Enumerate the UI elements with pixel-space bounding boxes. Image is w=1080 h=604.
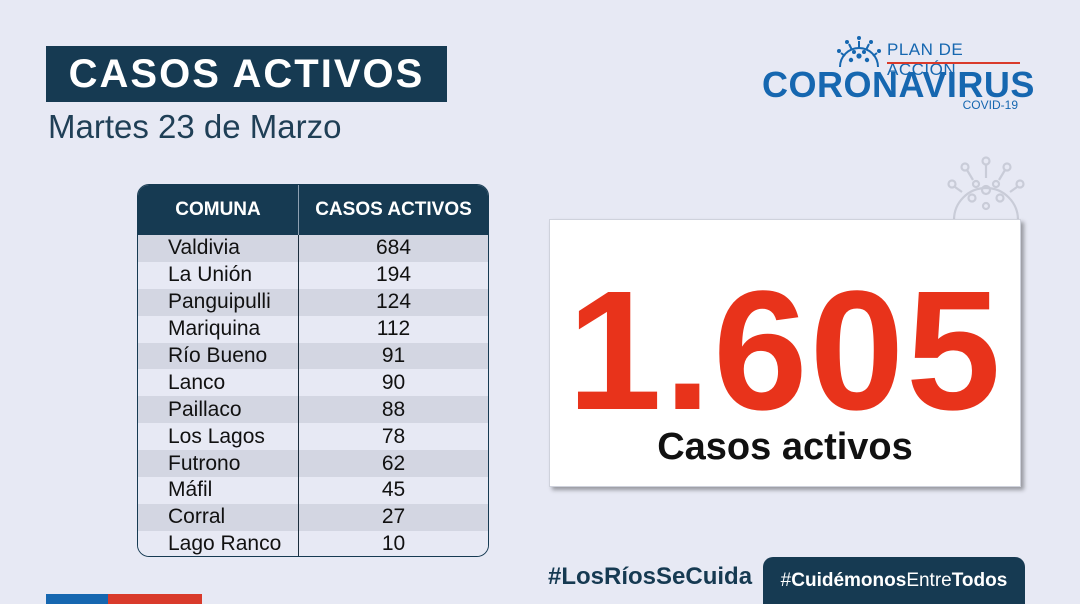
virus-icon xyxy=(837,36,881,68)
comuna-cell: Lago Ranco xyxy=(138,530,299,556)
table-row: Máfil 45 xyxy=(138,477,488,504)
table-row: Mariquina 112 xyxy=(138,315,488,343)
table-row: Los Lagos 78 xyxy=(138,423,488,451)
cases-table: COMUNA CASOS ACTIVOS Valdivia 684 La Unió… xyxy=(137,184,489,557)
total-label: Casos activos xyxy=(657,426,913,468)
comuna-cell: Futrono xyxy=(138,450,299,478)
decorative-virus-icon xyxy=(947,156,1025,220)
table-row: Futrono 62 xyxy=(138,450,488,478)
comuna-cell: Los Lagos xyxy=(138,423,299,451)
table-row: Lanco 90 xyxy=(138,369,488,397)
hashtag-los-rios: #LosRíosSeCuida xyxy=(548,563,753,590)
table-header: COMUNA CASOS ACTIVOS xyxy=(138,185,488,235)
casos-cell: 45 xyxy=(381,478,406,502)
table-body: Valdivia 684 La Unión 194 Panguipulli 124 M… xyxy=(138,235,488,556)
header-casos: CASOS ACTIVOS xyxy=(315,199,472,220)
logo-sub-text: COVID-19 xyxy=(962,98,1018,112)
header-comuna: COMUNA xyxy=(138,185,299,235)
casos-cell: 112 xyxy=(376,317,411,341)
title-banner: CASOS ACTIVOS xyxy=(46,46,447,102)
casos-cell: 27 xyxy=(381,505,406,529)
plan-accion-logo: PLAN DE ACCIÓN CORONAVIRUS COVID-19 xyxy=(760,34,1034,116)
page-title: CASOS ACTIVOS xyxy=(68,51,425,96)
hashtag-part-c: Todos xyxy=(951,569,1008,591)
comuna-cell: Panguipulli xyxy=(138,288,299,316)
comuna-cell: Paillaco xyxy=(138,396,299,424)
casos-cell: 684 xyxy=(375,236,412,260)
table-row: Valdivia 684 xyxy=(138,235,488,262)
table-row: Lago Ranco 10 xyxy=(138,530,488,556)
table-row: Panguipulli 124 xyxy=(138,288,488,316)
casos-cell: 90 xyxy=(381,370,406,394)
casos-cell: 91 xyxy=(381,344,406,367)
total-card: 1.605 Casos activos xyxy=(549,219,1021,487)
table-row: Paillaco 88 xyxy=(138,396,488,424)
logo-top-line: PLAN DE ACCIÓN xyxy=(887,40,964,79)
table-row: Río Bueno 91 xyxy=(138,342,488,370)
comuna-cell: Corral xyxy=(138,503,299,531)
comuna-cell: Lanco xyxy=(138,369,299,397)
comuna-cell: Valdivia xyxy=(138,235,299,262)
casos-cell: 194 xyxy=(375,263,412,287)
hashtag-prefix: # xyxy=(780,569,792,591)
casos-cell: 88 xyxy=(381,397,406,421)
comuna-cell: Mariquina xyxy=(138,315,299,343)
casos-cell: 10 xyxy=(381,532,406,556)
comuna-cell: Máfil xyxy=(138,477,299,504)
comuna-cell: La Unión xyxy=(138,261,299,289)
total-number: 1.605 xyxy=(567,256,1003,446)
hashtag-cuidemonos: # Cuidémonos Entre Todos xyxy=(763,557,1025,604)
casos-cell: 124 xyxy=(375,290,412,314)
footer-bar-blue xyxy=(46,594,108,604)
hashtag-part-a: Cuidémonos xyxy=(791,569,907,591)
hashtag-part-b: Entre xyxy=(906,569,952,591)
casos-cell: 62 xyxy=(381,451,406,475)
comuna-cell: Río Bueno xyxy=(138,342,299,370)
footer-bar-red xyxy=(108,594,202,604)
table-row: Corral 27 xyxy=(138,503,488,531)
table-row: La Unión 194 xyxy=(138,261,488,289)
logo-divider xyxy=(887,62,1020,64)
date-subtitle: Martes 23 de Marzo xyxy=(48,108,342,145)
casos-cell: 78 xyxy=(381,424,406,448)
logo-main-text: CORONAVIRUS xyxy=(762,64,1035,105)
